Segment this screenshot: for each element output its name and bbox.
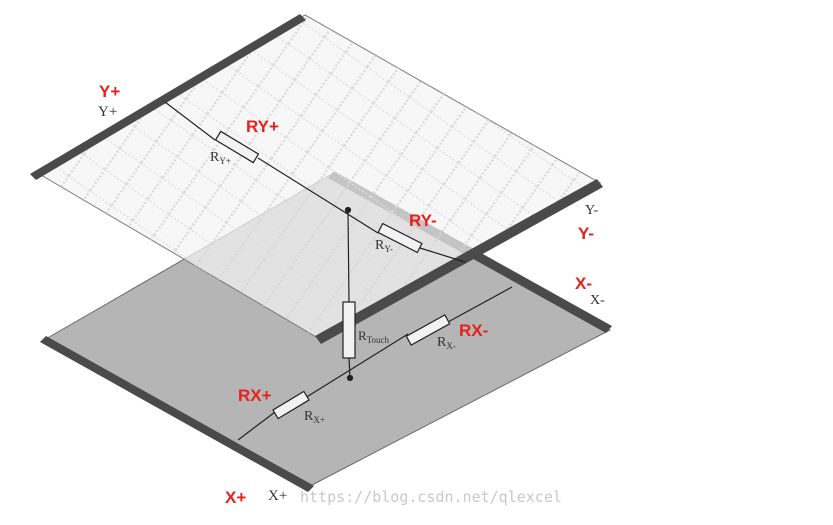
touch-node-top	[344, 206, 352, 214]
x-plus-electrode	[40, 336, 314, 492]
red-label-rx-minus: RX-	[459, 321, 488, 340]
wire-x-rx-mid	[304, 333, 409, 399]
red-labels: Y+ RY+ RY- Y- X- RX- RX+ X+	[99, 82, 594, 507]
y-minus-electrode	[315, 179, 603, 344]
watermark: https://blog.csdn.net/qlexcel	[300, 488, 562, 506]
label-r-x-plus: RX+	[304, 409, 325, 425]
scan-label-y-minus: Y-	[585, 203, 599, 218]
label-r-touch: RTouch	[358, 328, 390, 345]
resistor-r-touch	[342, 301, 356, 359]
resistor-r-y-plus	[214, 130, 260, 164]
wire-y-plus	[164, 101, 216, 141]
red-label-x-plus: X+	[225, 488, 246, 507]
red-label-ry-plus: RY+	[246, 117, 279, 136]
red-label-x-minus: X-	[575, 274, 592, 293]
touch-node-bottom	[346, 374, 354, 382]
scan-label-y-plus: Y+	[98, 104, 117, 120]
red-label-rx-plus: RX+	[238, 386, 272, 405]
label-r-y-minus: RY-	[375, 238, 393, 254]
scan-labels: Y+ Y- X- X+ RY+ RY- RTouch RX- RX+	[98, 104, 605, 504]
y-plus-electrode	[30, 14, 306, 180]
label-r-x-minus: RX-	[437, 335, 456, 351]
circuit-wires	[164, 101, 513, 441]
resistor-r-x-plus	[272, 390, 310, 420]
wire-x-plus	[237, 411, 276, 441]
scan-label-x-plus: X+	[268, 488, 287, 504]
resistor-r-x-minus	[405, 314, 451, 346]
label-r-y-plus: RY+	[210, 150, 231, 166]
wire-y-minus	[419, 247, 466, 263]
resistors	[214, 130, 451, 420]
scan-label-x-minus: X-	[590, 293, 605, 308]
wire-touch-top	[347, 209, 350, 303]
wire-y-ry-mid	[257, 157, 379, 234]
red-label-y-plus: Y+	[99, 82, 120, 101]
wire-x-minus	[447, 286, 513, 323]
red-label-ry-minus: RY-	[409, 211, 437, 230]
red-label-y-minus: Y-	[578, 224, 594, 243]
wire-touch-bottom	[348, 357, 351, 379]
resistor-r-y-minus	[377, 222, 423, 254]
